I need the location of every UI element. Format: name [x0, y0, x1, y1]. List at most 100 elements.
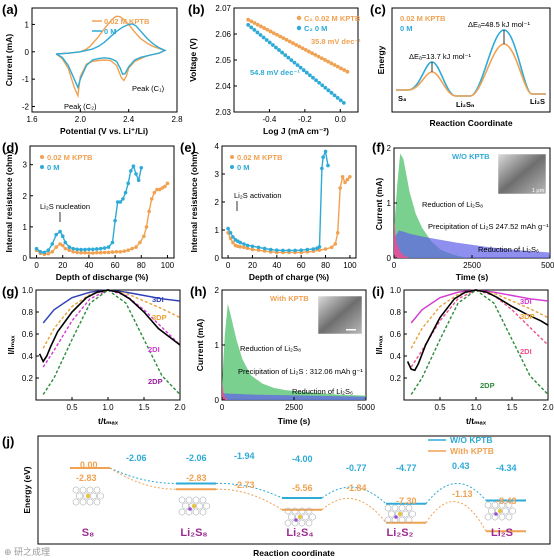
point-b-1-25: [323, 85, 328, 90]
lattice-hex-4-1-0: [488, 507, 495, 515]
y-tick-label-e-0: 0: [215, 254, 220, 263]
x-tick-label-i-3: 2.0: [542, 403, 554, 412]
point-b-0-23: [319, 56, 324, 61]
panel-label-e: (e): [180, 140, 196, 155]
x-axis-label-g: t/tₘₐₓ: [98, 416, 119, 426]
lattice-hex-1-2-2: [192, 508, 200, 516]
annotation-h-2: Reduction of Li₂S₆: [292, 387, 353, 396]
legend-item-d-1: 0 M: [47, 163, 60, 172]
point-d-1-2: [42, 250, 47, 255]
point-e-1-10: [262, 246, 267, 251]
point-b-1-20: [307, 73, 312, 78]
point-d-0-23: [122, 249, 127, 253]
lattice-hex-0-2-0: [72, 498, 80, 506]
atom-s-2: [297, 514, 303, 520]
y-axis-label-j: Energy (eV): [22, 466, 32, 513]
plot-f: [394, 153, 550, 258]
y-tick-label-d-3: 3: [23, 161, 28, 170]
y-tick-label-i-3: 0.8: [390, 308, 402, 317]
point-d-0-11: [75, 250, 79, 255]
point-b-0-7: [268, 29, 273, 34]
y-tick-label-d-2: 2: [23, 192, 28, 201]
state-label-c-1: Li₂Sₙ: [456, 100, 475, 109]
lattice-hex-3-0-3: [405, 504, 413, 512]
point-b-1-0: [246, 23, 251, 27]
ticks-i: 0.5 1.0 1.5 2.0 0.2 0.4 0.6 0.8 1.0: [390, 286, 554, 412]
point-d-0-36: [163, 184, 167, 189]
lattice-hex-0-1-0: [76, 492, 83, 500]
point-b-1-28: [332, 93, 337, 98]
structure-3: [384, 504, 416, 524]
point-b-0-5: [262, 26, 267, 30]
legend-swatch-e-1: [230, 165, 234, 169]
annotation-barrier-1: ΔEₐ=13.7 kJ mol⁻¹: [409, 52, 471, 61]
energy-profile-kptb: [396, 43, 546, 97]
chart-title-h: With KPTB: [270, 294, 309, 303]
point-b-1-15: [292, 60, 297, 65]
lattice-hex-1-0-1: [185, 496, 193, 504]
state-label-j-0: S₈: [82, 527, 95, 539]
y-tick-label-i-2: 0.6: [390, 330, 402, 339]
point-b-1-19: [304, 70, 309, 75]
point-b-0-22: [316, 54, 321, 59]
legend-item-i-3: 2DP: [480, 381, 495, 390]
point-d-1-14: [87, 247, 91, 252]
panel-label-g: (g): [2, 284, 19, 299]
point-b-0-8: [271, 31, 276, 36]
transition-1-1: [215, 488, 283, 511]
lattice-hex-0-0-3: [93, 486, 101, 494]
panel-g: (g) 0.5 1.0 1.5 2.0 0.2 0.4 0.6 0.8 1.0 t/tₘₐₓ I…: [2, 284, 186, 426]
point-d-1-12: [79, 247, 83, 252]
lattice-hex-4-0-0: [484, 501, 492, 509]
point-b-1-4: [258, 33, 263, 37]
plot-e: [226, 149, 352, 255]
ticks-e: 0 20 40 60 80 100 0 1 2 3 4: [215, 142, 358, 270]
x-axis-label-j: Reaction coordinate: [253, 548, 335, 558]
legend-item-b-0: C₂ 0.02 M KPTB: [304, 14, 361, 23]
lattice-hex-2-1-2: [302, 513, 309, 521]
lattice-hex-2-0-2: [298, 507, 306, 515]
y-tick-label-g-2: 0.6: [22, 330, 34, 339]
point-b-1-9: [274, 45, 278, 50]
point-b-0-27: [332, 63, 337, 67]
annotation-peak-c2: Peak (C₂): [64, 102, 97, 111]
x-tick-label-e-4: 80: [321, 261, 330, 270]
x-tick-label-a-1: 2.0: [75, 115, 87, 124]
point-b-1-6: [264, 38, 269, 42]
point-e-0-25: [340, 175, 345, 179]
point-d-0-28: [142, 234, 146, 239]
point-d-1-0: [34, 246, 39, 251]
lattice-hex-0-0-2: [86, 486, 94, 494]
state-label-j-3: Li₂S₂: [387, 527, 414, 539]
point-b-0-30: [342, 68, 347, 72]
energy-label-8: -5.56: [292, 483, 313, 493]
y-tick-label-e-1: 1: [215, 226, 220, 235]
x-tick-label-i-1: 1.0: [470, 403, 482, 412]
point-e-1-12: [275, 248, 279, 252]
area-h-2: [222, 380, 228, 400]
y-tick-label-d-0: 0: [23, 254, 28, 263]
y-tick-label-g-1: 0.4: [22, 352, 34, 361]
x-tick-label-g-3: 2.0: [174, 403, 186, 412]
scalebar-h: [346, 329, 356, 331]
point-e-1-22: [321, 155, 325, 159]
point-d-1-19: [106, 245, 111, 249]
legend-item-g-0: 3DI: [152, 295, 164, 304]
axes-b: [233, 7, 359, 113]
x-axis-label-c: Reaction Coordinate: [429, 118, 512, 128]
point-b-0-16: [297, 44, 302, 49]
point-b-0-31: [345, 69, 350, 74]
point-d-0-34: [157, 187, 162, 192]
x-tick-label-h-2: 5000: [357, 403, 375, 412]
point-e-0-21: [329, 245, 334, 250]
point-b-1-2: [252, 28, 257, 32]
point-b-1-26: [326, 88, 331, 93]
point-b-0-1: [249, 19, 254, 24]
energy-label-2: -2.83: [76, 473, 97, 483]
point-d-0-4: [50, 249, 55, 254]
plot-a: [55, 15, 167, 99]
lattice-hex-4-1-2: [502, 507, 509, 515]
point-b-0-13: [287, 39, 292, 44]
x-tick-label-e-5: 100: [343, 261, 357, 270]
point-b-1-8: [270, 43, 275, 47]
